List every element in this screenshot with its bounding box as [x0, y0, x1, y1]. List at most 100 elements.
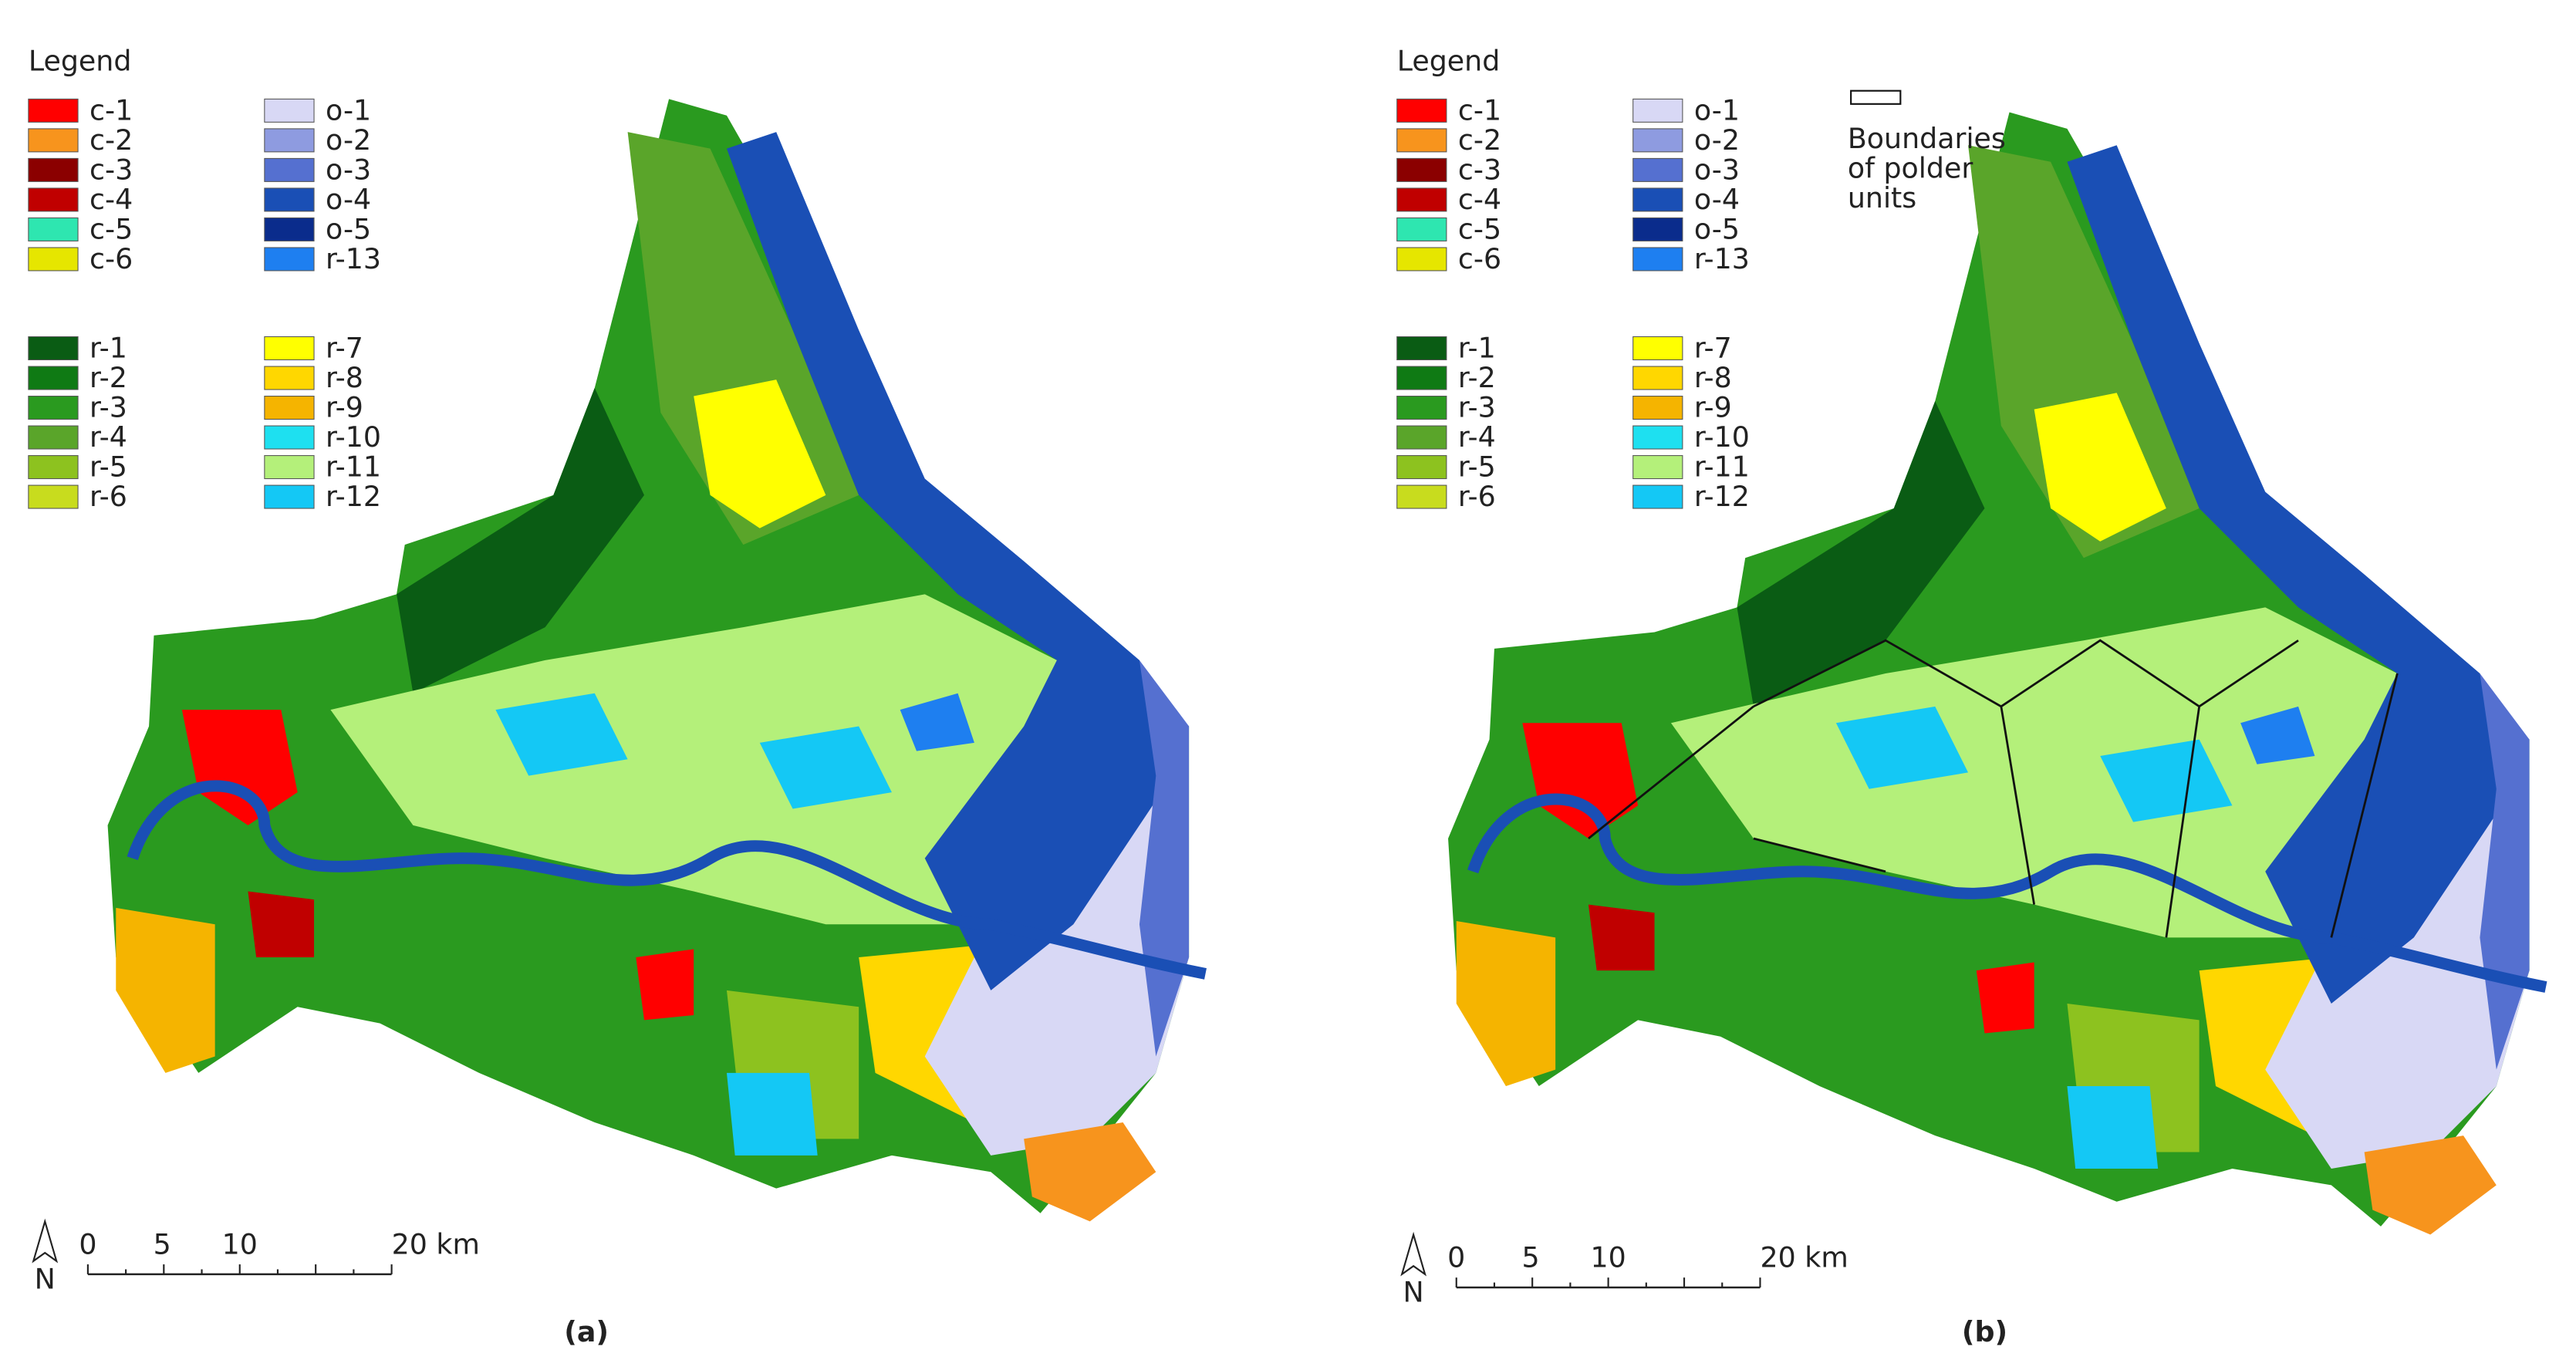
legend-swatch: [1396, 157, 1447, 182]
legend-swatch: [28, 484, 79, 509]
legend-label: o-3: [326, 154, 371, 187]
legend-swatch: [264, 247, 315, 272]
legend-label: r-13: [326, 242, 381, 275]
legend-title: Legend: [29, 44, 132, 77]
legend-swatch: [264, 157, 315, 182]
legend-swatch: [1632, 247, 1683, 272]
legend-label: r-7: [326, 332, 363, 365]
legend-swatch: [1396, 187, 1447, 212]
legend-label: o-4: [326, 183, 371, 216]
legend-label: r-1: [89, 332, 127, 365]
legend-swatch: [264, 128, 315, 153]
north-label: N: [35, 1262, 56, 1295]
legend-swatch: [264, 484, 315, 509]
legend-swatch: [264, 187, 315, 212]
caption: (b): [1962, 1315, 2007, 1348]
legend-label: r-2: [89, 361, 127, 394]
legend-label: c-5: [89, 213, 133, 246]
legend-label: r-2: [1458, 361, 1496, 394]
legend-label: r-10: [1694, 420, 1750, 454]
legend-swatch: [28, 128, 79, 153]
legend-label: r-6: [1458, 480, 1496, 513]
legend-label: r-4: [1458, 420, 1496, 454]
legend-swatch: [264, 98, 315, 123]
legend-swatch: [28, 336, 79, 361]
scale-label: 10: [222, 1228, 258, 1261]
legend-label: o-3: [1694, 154, 1740, 187]
legend-label: c-2: [1458, 123, 1501, 157]
legend-swatch: [1396, 455, 1447, 480]
land-cover-map: [1448, 113, 2546, 1235]
legend-swatch: [1396, 396, 1447, 420]
legend-label: o-2: [326, 123, 371, 157]
legend-swatch: [264, 455, 315, 480]
legend-label: r-12: [1694, 480, 1750, 513]
legend-swatch: [1632, 157, 1683, 182]
legend-swatch: [28, 157, 79, 182]
legend-swatch: [1396, 366, 1447, 390]
legend-label: r-5: [1458, 450, 1496, 484]
boundary-swatch: [1850, 89, 1902, 105]
legend-swatch: [28, 247, 79, 272]
legend-label: c-5: [1458, 213, 1501, 246]
legend-swatch: [28, 396, 79, 420]
legend-swatch: [264, 336, 315, 361]
legend-swatch: [28, 455, 79, 480]
legend-swatch: [1396, 336, 1447, 361]
legend-swatch: [1632, 336, 1683, 361]
legend-label: c-4: [1458, 183, 1501, 216]
legend-swatch: [1396, 484, 1447, 509]
legend-label: r-8: [1694, 361, 1732, 394]
legend-swatch: [28, 98, 79, 123]
legend-swatch: [1632, 366, 1683, 390]
legend-swatch: [1396, 217, 1447, 241]
legend-swatch: [264, 366, 315, 390]
legend-label: c-1: [89, 94, 133, 127]
legend-label: r-11: [1694, 450, 1750, 484]
legend-label: c-6: [89, 242, 133, 275]
legend-swatch: [1632, 484, 1683, 509]
scale-label: 20 km: [392, 1228, 480, 1261]
scale-label: 5: [1521, 1241, 1539, 1274]
legend-label: r-9: [1694, 391, 1732, 424]
legend-label: c-3: [1458, 154, 1501, 187]
legend-swatch: [1632, 187, 1683, 212]
legend-swatch: [1632, 455, 1683, 480]
boundary-label: of polder: [1848, 151, 1973, 184]
scale-label: 0: [79, 1228, 96, 1261]
caption: (a): [564, 1315, 609, 1348]
legend-label: o-4: [1694, 183, 1740, 216]
legend-label: r-7: [1694, 332, 1732, 365]
legend-swatch: [264, 425, 315, 450]
legend-label: r-6: [89, 480, 127, 513]
legend-label: c-6: [1458, 242, 1501, 275]
scale-label: 0: [1447, 1241, 1465, 1274]
legend-label: o-5: [326, 213, 371, 246]
legend-label: c-4: [89, 183, 133, 216]
north-arrow: [1400, 1231, 1426, 1277]
legend-swatch: [1632, 128, 1683, 153]
legend-label: c-3: [89, 154, 133, 187]
scale-label: 5: [154, 1228, 171, 1261]
legend-title: Legend: [1397, 44, 1501, 77]
north-label: N: [1403, 1276, 1424, 1309]
legend-swatch: [1632, 425, 1683, 450]
scale-label: 10: [1590, 1241, 1626, 1274]
legend-label: r-8: [326, 361, 363, 394]
legend-label: r-1: [1458, 332, 1496, 365]
legend-label: r-4: [89, 420, 127, 454]
scale-label: 20 km: [1760, 1241, 1848, 1274]
legend-swatch: [28, 187, 79, 212]
legend-swatch: [28, 425, 79, 450]
legend-label: c-1: [1458, 94, 1501, 127]
legend-label: r-3: [89, 391, 127, 424]
legend-swatch: [1632, 217, 1683, 241]
legend-swatch: [264, 396, 315, 420]
legend-label: r-12: [326, 480, 381, 513]
legend-label: r-13: [1694, 242, 1750, 275]
legend-swatch: [1632, 396, 1683, 420]
legend-label: c-2: [89, 123, 133, 157]
legend-swatch: [1396, 247, 1447, 272]
boundary-label: Boundaries: [1848, 122, 2006, 155]
